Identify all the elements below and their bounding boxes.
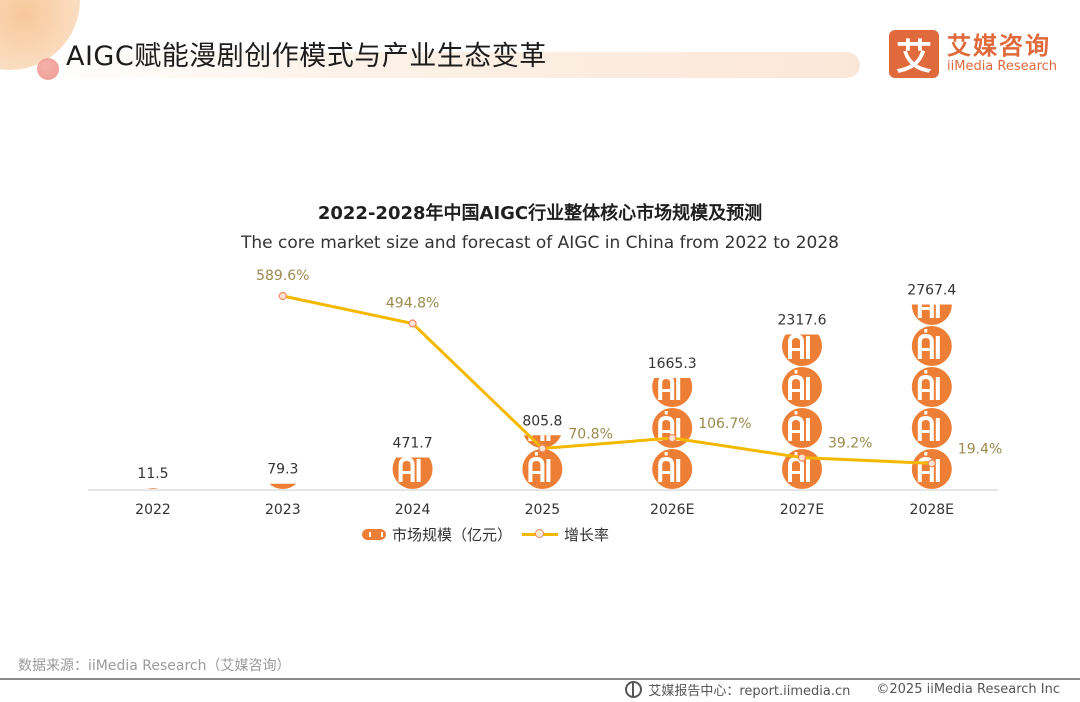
bar-value-label: 2767.4 bbox=[907, 283, 956, 299]
ai-circle-icon bbox=[652, 449, 693, 489]
growth-rate-label: 39.2% bbox=[828, 436, 872, 452]
growth-rate-point bbox=[927, 459, 936, 468]
report-center-link[interactable]: 艾媒报告中心：report.iimedia.cn bbox=[648, 684, 851, 699]
chart-subtitle: The core market size and forecast of AIG… bbox=[241, 233, 839, 253]
globe-icon bbox=[625, 681, 643, 698]
ai-circle-icon bbox=[269, 483, 297, 489]
growth-rate-label: 19.4% bbox=[958, 441, 1002, 457]
bar-value-label: 471.7 bbox=[393, 436, 433, 452]
x-tick-label: 2025 bbox=[525, 502, 561, 518]
line-legend-icon bbox=[522, 529, 559, 538]
logo-en-text: iiMedia Research bbox=[947, 59, 1058, 74]
bar-value-label: 79.3 bbox=[267, 462, 298, 478]
ai-circle-icon bbox=[911, 367, 952, 407]
x-tick-label: 2022 bbox=[135, 502, 171, 518]
footer: 艾媒报告中心：report.iimedia.cn ©2025 iiMedia R… bbox=[625, 680, 1060, 699]
copyright: ©2025 iiMedia Research Inc bbox=[876, 682, 1060, 697]
chart-title: 2022-2028年中国AIGC行业整体核心市场规模及预测 bbox=[317, 203, 763, 224]
ai-circle-icon bbox=[147, 488, 159, 489]
ai-circle-icon bbox=[263, 408, 303, 448]
legend-item-market-size: 市场规模（亿元） bbox=[362, 524, 512, 545]
growth-rate-line bbox=[282, 294, 932, 465]
legend: 市场规模（亿元） 增长率 bbox=[362, 524, 619, 545]
growth-rate-point bbox=[538, 444, 547, 453]
ai-circle-icon bbox=[652, 377, 693, 407]
growth-rate-label: 494.8% bbox=[386, 296, 439, 312]
bar-2026E bbox=[652, 377, 693, 489]
decorative-dot bbox=[37, 58, 59, 80]
ai-circle-icon bbox=[912, 244, 952, 284]
ai-circle-icon bbox=[782, 334, 822, 366]
ai-circle-icon bbox=[782, 408, 822, 448]
data-source: 数据来源：iiMedia Research（艾媒咨询） bbox=[18, 658, 291, 674]
x-tick-label: 2027E bbox=[780, 502, 824, 518]
growth-rate-label: 106.7% bbox=[698, 416, 751, 432]
footer-divider bbox=[0, 678, 1080, 680]
iimedia-logo: 艾 艾媒咨询 iiMedia Research bbox=[889, 30, 1057, 78]
growth-rate-point bbox=[668, 433, 677, 443]
growth-rate-point bbox=[278, 291, 287, 301]
ai-circle-icon bbox=[522, 367, 562, 407]
legend-label-growth-rate: 增长率 bbox=[564, 526, 610, 544]
growth-rate-label: 70.8% bbox=[568, 426, 612, 442]
x-tick-label: 2028E bbox=[910, 502, 954, 518]
ai-circle-icon bbox=[392, 457, 433, 489]
ai-circle-icon bbox=[782, 367, 822, 407]
legend-item-growth-rate: 增长率 bbox=[522, 524, 609, 545]
bar-2028E bbox=[911, 244, 952, 489]
logo-cn-text: 艾媒咨询 bbox=[947, 32, 1051, 60]
logo-mark-icon: 艾 bbox=[889, 30, 939, 78]
bar-2024 bbox=[392, 457, 433, 489]
bar-value-label: 2317.6 bbox=[778, 312, 827, 328]
ai-circle-icon bbox=[133, 408, 173, 448]
bar-2022 bbox=[133, 408, 173, 489]
title-band bbox=[40, 52, 860, 78]
ai-circle-icon bbox=[911, 304, 952, 325]
ai-circle-icon bbox=[911, 408, 952, 448]
bar-value-label: 805.8 bbox=[522, 413, 562, 429]
growth-rate-point bbox=[797, 453, 807, 462]
page-title: AIGC赋能漫剧创作模式与产业生态变革 bbox=[66, 41, 547, 72]
growth-rate-point bbox=[408, 319, 417, 328]
ai-circle-icon bbox=[911, 326, 952, 366]
bar-value-label: 11.5 bbox=[137, 466, 168, 482]
legend-label-market-size: 市场规模（亿元） bbox=[392, 526, 513, 544]
ai-circle-icon bbox=[522, 449, 563, 489]
bar-2023 bbox=[263, 408, 303, 489]
growth-rate-label: 589.6% bbox=[256, 268, 309, 284]
bar-value-label: 1665.3 bbox=[648, 356, 697, 372]
x-tick-label: 2026E bbox=[650, 502, 694, 518]
ai-circle-icon bbox=[911, 449, 952, 489]
x-tick-label: 2023 bbox=[265, 502, 301, 518]
x-tick-label: 2024 bbox=[395, 502, 431, 518]
ai-bar-legend-icon bbox=[362, 529, 386, 540]
